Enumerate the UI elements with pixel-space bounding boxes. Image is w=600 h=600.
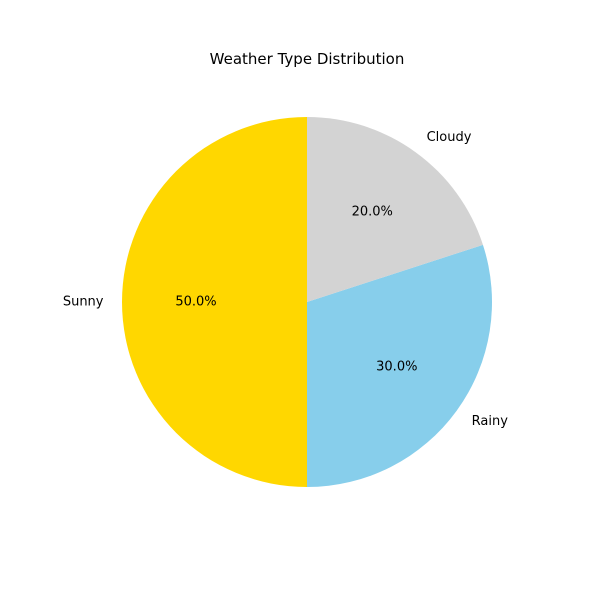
slice-label-rainy: Rainy bbox=[472, 414, 509, 429]
chart-title: Weather Type Distribution bbox=[210, 50, 405, 68]
slice-percent-sunny: 50.0% bbox=[175, 295, 216, 310]
slice-label-cloudy: Cloudy bbox=[427, 130, 472, 145]
pie-labels: Sunny 50.0% Rainy 30.0% Cloudy 20.0% bbox=[63, 130, 508, 429]
slice-label-sunny: Sunny bbox=[63, 295, 104, 310]
pie-slices bbox=[122, 117, 493, 487]
slice-percent-cloudy: 20.0% bbox=[352, 205, 393, 220]
pie-slice-sunny bbox=[122, 117, 307, 487]
pie-slice-cloudy bbox=[307, 117, 483, 302]
slice-percent-rainy: 30.0% bbox=[376, 360, 417, 375]
pie-slice-rainy bbox=[307, 244, 493, 487]
